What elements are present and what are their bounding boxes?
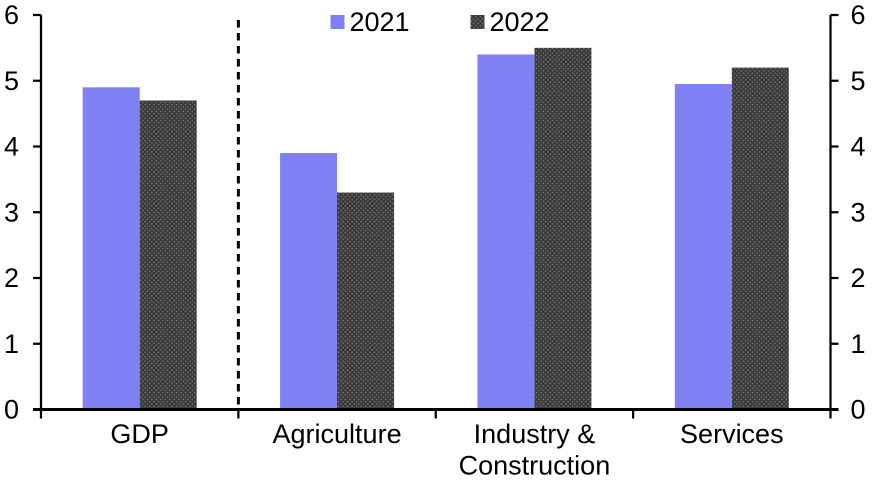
right-y-tick-label: 3: [851, 197, 866, 227]
category-label-agriculture: Agriculture: [273, 419, 402, 449]
left-y-tick-label: 1: [4, 329, 19, 359]
legend-label-2021: 2021: [350, 7, 410, 37]
category-label-services: Services: [680, 419, 784, 449]
bar-2022-industry: [534, 47, 592, 410]
left-y-tick-label: 4: [4, 132, 19, 162]
legend-swatch-2021: [330, 15, 345, 29]
right-y-tick-label: 1: [851, 329, 866, 359]
bar-2022-gdp: [139, 100, 197, 410]
right-y-tick-label: 2: [851, 263, 866, 293]
right-y-tick-label: 4: [851, 132, 866, 162]
legend-label-2022: 2022: [490, 7, 550, 37]
category-label-industry: Industry &: [474, 419, 596, 449]
left-y-tick-label: 2: [4, 263, 19, 293]
legend-swatch-2022: [470, 15, 485, 29]
legend-entry-2021: 2021: [330, 7, 410, 37]
bar-2022-agriculture: [337, 192, 395, 410]
bar-2021-industry: [477, 54, 535, 410]
bar-2021-agriculture: [280, 153, 338, 410]
right-y-tick-label: 0: [851, 395, 866, 425]
right-y-tick-label: 6: [851, 0, 866, 30]
left-y-tick-label: 0: [4, 395, 19, 425]
legend-entry-2022: 2022: [470, 7, 550, 37]
bar-2022-services: [731, 67, 789, 410]
category-label-construction: Construction: [459, 451, 611, 481]
right-y-tick-label: 5: [851, 66, 866, 96]
left-y-tick-label: 6: [4, 0, 19, 30]
left-y-tick-label: 5: [4, 66, 19, 96]
category-label-gdp: GDP: [110, 419, 169, 449]
bar-2021-services: [674, 84, 732, 410]
bar-2021-gdp: [82, 87, 140, 410]
left-y-tick-label: 3: [4, 197, 19, 227]
